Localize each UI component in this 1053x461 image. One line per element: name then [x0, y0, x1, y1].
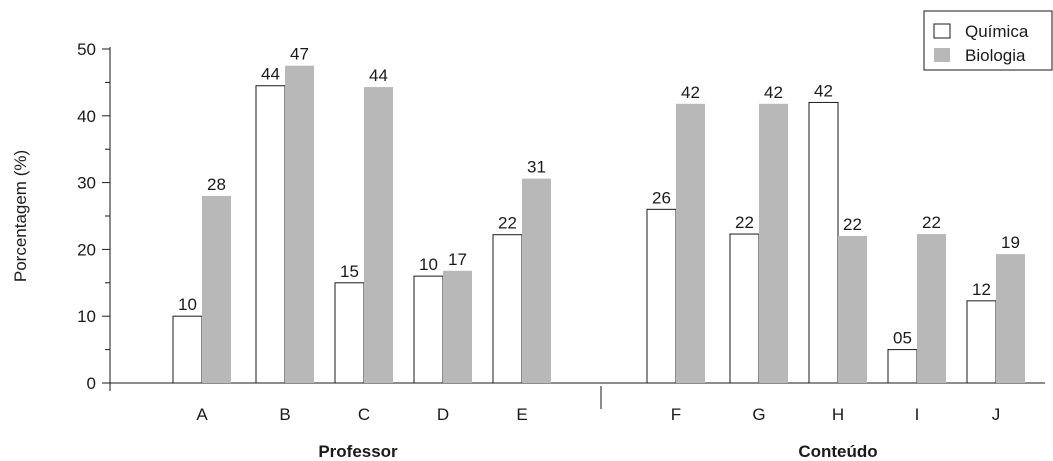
bar-quimica-a [172, 315, 203, 384]
bar-quimica-j [966, 300, 997, 384]
data-label-quimica-a: 10 [178, 295, 197, 314]
data-label-biologia-c: 44 [369, 66, 388, 85]
data-label-quimica-h: 42 [814, 81, 833, 100]
bar-quimica-b [255, 85, 286, 384]
data-label-biologia-a: 28 [207, 175, 226, 194]
data-label-quimica-j: 12 [972, 280, 991, 299]
bar-biologia-i [917, 234, 946, 383]
y-tick-label: 30 [77, 174, 96, 193]
data-label-biologia-j: 19 [1001, 233, 1020, 252]
y-axis-title: Porcentagem (%) [11, 150, 30, 282]
bar-biologia-j [996, 254, 1025, 383]
y-tick-label: 10 [77, 307, 96, 326]
bar-quimica-f [646, 208, 677, 384]
data-label-quimica-e: 22 [498, 214, 517, 233]
y-axis-ticks: 0 10 20 30 40 50 [77, 40, 110, 393]
data-labels: 10 44 15 10 22 26 22 42 05 12 28 47 44 17 31 42 42 22 22 19 [178, 45, 1020, 348]
y-tick-label: 40 [77, 107, 96, 126]
category-label-b: B [279, 405, 290, 424]
group-label-professor: Professor [318, 442, 398, 461]
category-label-e: E [516, 405, 527, 424]
data-label-quimica-d: 10 [419, 255, 438, 274]
data-label-quimica-b: 44 [261, 65, 280, 84]
data-label-biologia-e: 31 [527, 158, 546, 177]
bar-biologia-a [202, 195, 231, 383]
group-labels: Professor Conteúdo [318, 442, 877, 461]
bar-biologia-b [285, 65, 314, 383]
bar-quimica-h [808, 101, 839, 384]
data-label-biologia-b: 47 [290, 45, 309, 64]
y-tick-label: 20 [77, 240, 96, 259]
data-label-quimica-f: 26 [652, 188, 671, 207]
bar-quimica-i [887, 349, 918, 384]
data-label-biologia-i: 22 [922, 213, 941, 232]
category-label-g: G [752, 405, 765, 424]
data-label-quimica-i: 05 [893, 329, 912, 348]
legend: Química Biologia [923, 10, 1053, 71]
bar-quimica-e [492, 234, 523, 384]
legend-swatch-quimica [933, 23, 951, 39]
bar-quimica-c [334, 282, 365, 384]
category-label-d: D [437, 405, 449, 424]
data-label-quimica-c: 15 [340, 262, 359, 281]
y-tick-label: 0 [87, 374, 96, 393]
category-label-i: I [915, 405, 920, 424]
category-label-c: C [358, 405, 370, 424]
bar-biologia-h [838, 236, 867, 383]
bar-biologia-d [443, 270, 472, 383]
data-label-biologia-f: 42 [681, 83, 700, 102]
group-label-conteudo: Conteúdo [798, 442, 877, 461]
data-label-biologia-d: 17 [448, 250, 467, 269]
legend-label-quimica: Química [965, 22, 1029, 41]
bar-biologia-e [522, 178, 551, 383]
data-label-biologia-h: 22 [843, 215, 862, 234]
category-label-f: F [671, 405, 681, 424]
legend-label-biologia: Biologia [965, 46, 1026, 65]
bar-biologia-c [364, 87, 393, 384]
data-label-biologia-g: 42 [764, 83, 783, 102]
bar-quimica-d [413, 275, 444, 384]
category-label-h: H [832, 405, 844, 424]
bars [172, 65, 1025, 384]
bar-quimica-g [729, 233, 760, 384]
category-label-j: J [992, 405, 1001, 424]
bar-biologia-f [676, 103, 705, 383]
bar-biologia-g [759, 103, 788, 383]
category-label-a: A [196, 405, 208, 424]
legend-swatch-biologia [934, 48, 950, 62]
category-labels: A B C D E F G H I J [196, 405, 1000, 424]
data-label-quimica-g: 22 [735, 213, 754, 232]
y-tick-label: 50 [77, 40, 96, 59]
